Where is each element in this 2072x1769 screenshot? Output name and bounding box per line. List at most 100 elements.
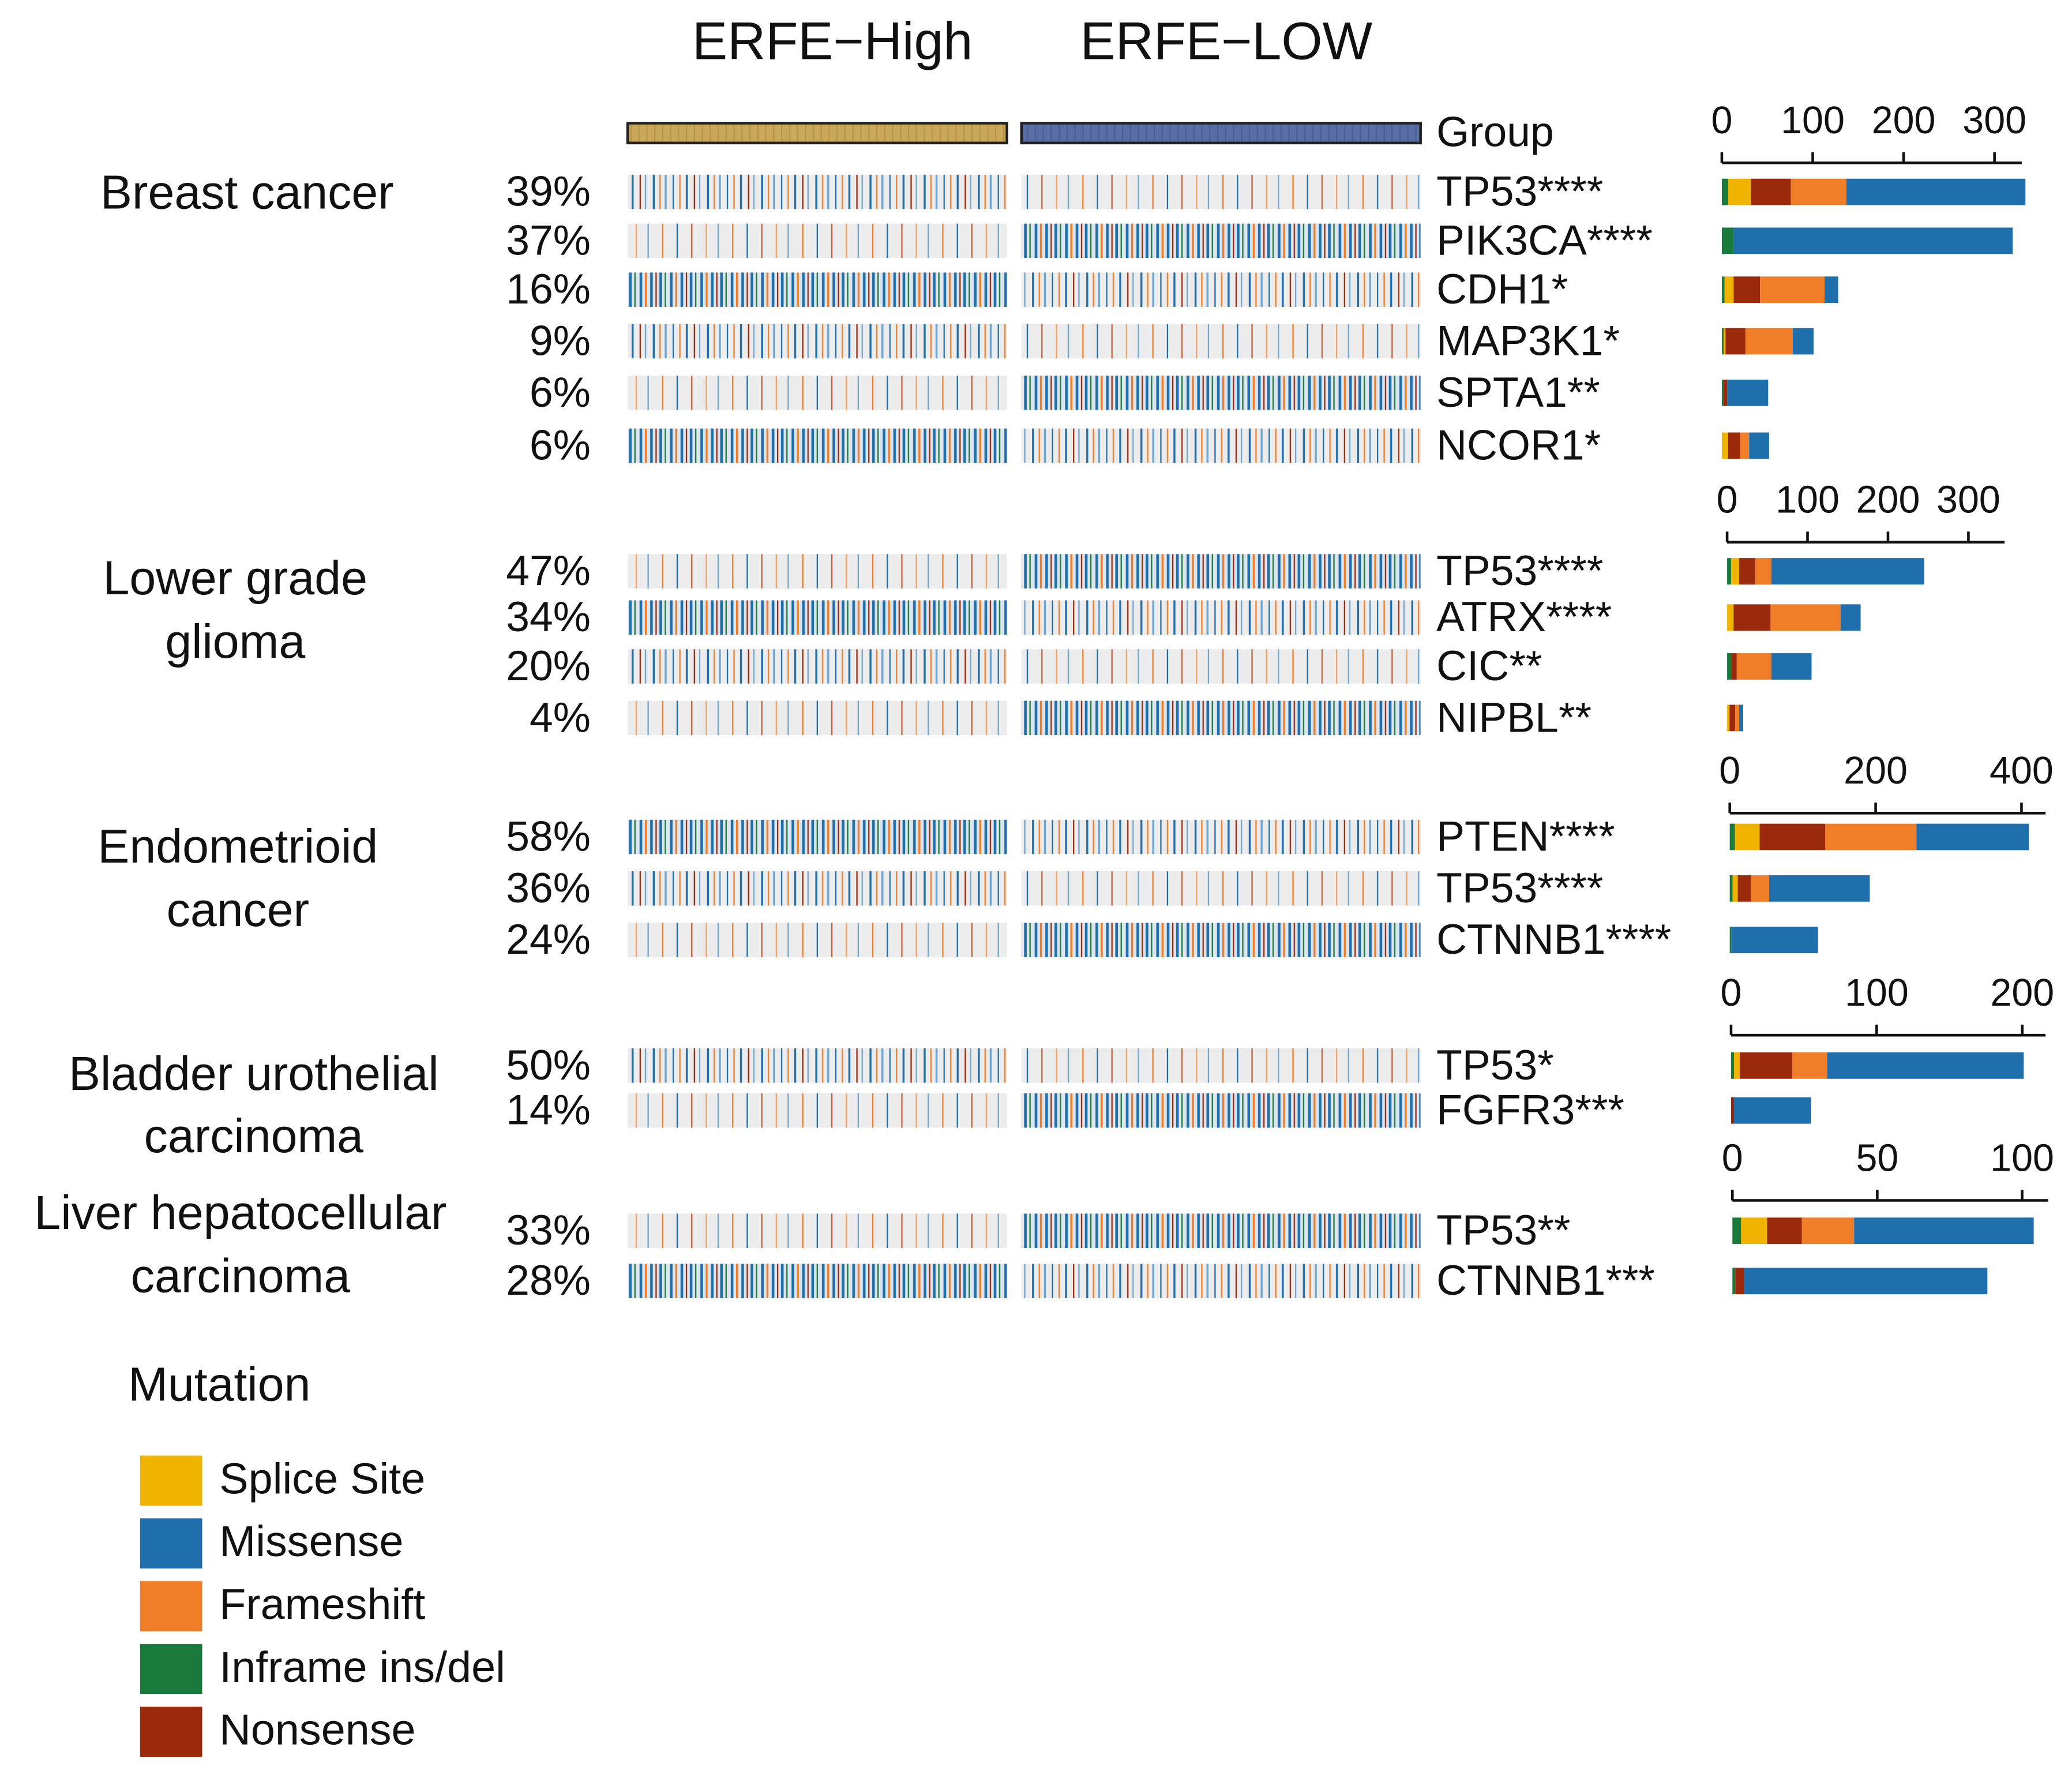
bar-segment — [1721, 227, 1734, 254]
bar-segment — [1731, 927, 1818, 954]
bar-segment — [1739, 558, 1755, 584]
bar-segment — [1827, 1052, 2024, 1079]
mutation-strip — [1021, 1213, 1421, 1248]
bar-segment — [1733, 276, 1761, 303]
bar-segment — [1916, 823, 2029, 850]
bar-segment — [1769, 875, 1870, 902]
bar-segment — [1728, 432, 1740, 459]
bar-segment — [1739, 704, 1743, 732]
frequency-label: 4% — [530, 694, 591, 741]
mutation-strip — [628, 428, 1007, 463]
cancer-type: Breast cancer — [100, 166, 394, 219]
bar-segment — [1727, 604, 1734, 631]
frequency-label: 9% — [530, 317, 591, 364]
mutation-strip — [1021, 600, 1421, 635]
frequency-label: 47% — [506, 547, 591, 594]
legend-swatch — [140, 1644, 202, 1695]
x-tick-label: 200 — [1844, 749, 1908, 792]
bar-segment — [1724, 328, 1726, 355]
bar-segment — [1736, 653, 1771, 680]
cancer-type: cancer — [167, 883, 309, 936]
mutation-strip — [628, 700, 1007, 736]
mutation-strip — [1021, 174, 1421, 209]
mutation-strip — [628, 174, 1007, 209]
gene-label: FGFR3*** — [1436, 1086, 1624, 1134]
bar-segment — [1727, 379, 1769, 406]
mutation-strip — [1021, 649, 1421, 684]
legend-label: Nonsense — [219, 1706, 415, 1755]
cancer-type: Lower grade — [103, 552, 367, 605]
bar-segment — [1751, 178, 1791, 205]
bar-segment — [1724, 379, 1728, 406]
bar-segment — [1846, 178, 2026, 205]
mutation-strip — [1021, 923, 1421, 957]
group-title: ERFE−High — [692, 12, 973, 71]
bar-segment — [1732, 875, 1738, 902]
bar-segment — [1735, 823, 1760, 850]
group-label: Group — [1436, 108, 1554, 155]
gene-label: MAP3K1* — [1436, 317, 1620, 364]
bar-segment — [1745, 328, 1793, 355]
gene-label: TP53**** — [1436, 864, 1603, 912]
frequency-label: 20% — [506, 642, 591, 689]
bar-segment — [1727, 558, 1732, 584]
legend-label: Missense — [219, 1517, 403, 1566]
frequency-label: 36% — [506, 864, 591, 912]
bar-segment — [1792, 328, 1814, 355]
frequency-label: 28% — [506, 1257, 591, 1304]
bar-segment — [1737, 875, 1751, 902]
frequency-label: 33% — [506, 1206, 591, 1254]
x-tick-label: 200 — [1990, 972, 2054, 1014]
mutation-strip — [628, 1213, 1007, 1248]
bar-segment — [1724, 276, 1734, 303]
mutation-strip — [628, 1093, 1007, 1128]
x-tick-label: 0 — [1711, 99, 1732, 142]
frequency-label: 6% — [530, 369, 591, 416]
legend-swatch — [140, 1581, 202, 1632]
frequency-label: 50% — [506, 1041, 591, 1089]
bar-segment — [1749, 432, 1769, 459]
bar-segment — [1728, 178, 1751, 205]
bar-segment — [1721, 328, 1724, 355]
gene-label: CTNNB1**** — [1436, 916, 1671, 963]
frequency-label: 6% — [530, 421, 591, 469]
mutation-strip — [628, 272, 1007, 307]
bar-segment — [1721, 379, 1724, 406]
bar-segment — [1771, 558, 1924, 584]
bar-segment — [1735, 1268, 1744, 1295]
bar-segment — [1732, 1268, 1736, 1295]
mutation-strip — [1021, 554, 1421, 589]
mutation-strip — [1021, 376, 1421, 410]
x-tick-label: 200 — [1856, 479, 1920, 522]
x-tick-label: 100 — [1990, 1137, 2054, 1179]
mutation-strip — [628, 923, 1007, 957]
gene-label: TP53**** — [1436, 168, 1603, 215]
bar-segment — [1854, 1217, 2034, 1245]
bar-segment — [1751, 875, 1769, 902]
cancer-type: carcinoma — [131, 1250, 350, 1303]
legend-swatch — [140, 1706, 202, 1757]
bar-segment — [1824, 276, 1838, 303]
x-tick-label: 0 — [1720, 972, 1741, 1014]
bar-segment — [1731, 1097, 1735, 1124]
mutation-strip — [628, 819, 1007, 854]
gene-label: CDH1* — [1436, 265, 1568, 313]
bar-segment — [1740, 1052, 1792, 1079]
bar-segment — [1791, 178, 1846, 205]
x-tick-label: 300 — [1936, 479, 2000, 522]
legend-label: Frameshift — [219, 1580, 425, 1629]
bar-segment — [1727, 653, 1732, 680]
mutation-strip — [1021, 871, 1421, 906]
bar-segment — [1732, 1217, 1741, 1245]
frequency-label: 14% — [506, 1086, 591, 1134]
bar-segment — [1840, 604, 1861, 631]
mutation-strip — [628, 600, 1007, 635]
x-tick-label: 100 — [1845, 972, 1909, 1014]
bar-segment — [1770, 604, 1841, 631]
x-tick-label: 100 — [1781, 99, 1845, 142]
bar-segment — [1731, 653, 1737, 680]
x-tick-label: 300 — [1962, 99, 2026, 142]
gene-label: PTEN**** — [1436, 812, 1615, 860]
bar-segment — [1721, 276, 1725, 303]
